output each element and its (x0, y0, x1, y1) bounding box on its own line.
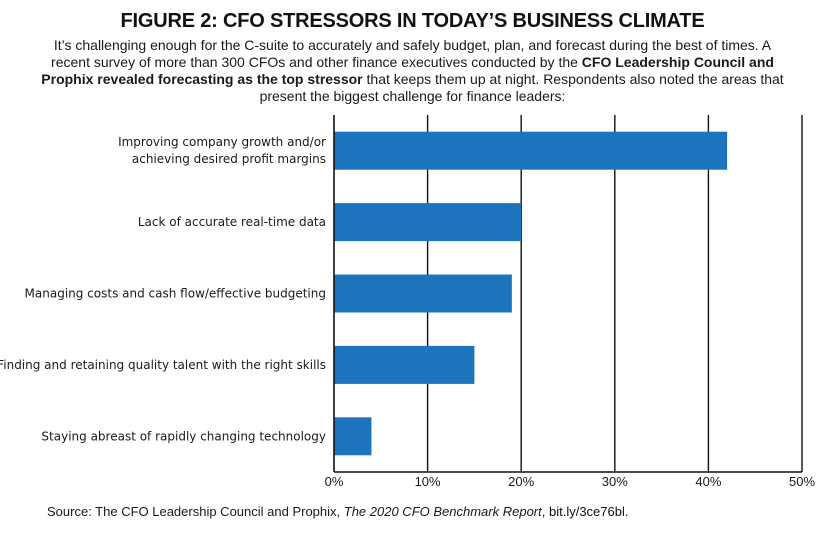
category-label: Managing costs and cash flow/effective b… (25, 287, 326, 301)
bar (334, 131, 728, 170)
bar (334, 345, 475, 384)
x-tick-label: 30% (602, 474, 628, 489)
intro-text-1: It’s challenging enough for the C-suite … (51, 37, 772, 70)
source-prefix: Source: The CFO Leadership Council and P… (47, 504, 344, 519)
category-label: Improving company growth and/or (118, 135, 326, 149)
category-label: Staying abreast of rapidly changing tech… (41, 429, 326, 443)
x-tick-label: 50% (789, 474, 815, 489)
figure-title: FIGURE 2: CFO STRESSORS IN TODAY’S BUSIN… (120, 10, 705, 32)
source-link[interactable]: bit.ly/3ce76bl (548, 504, 625, 519)
x-tick-label: 0% (325, 474, 344, 489)
x-tick-label: 40% (695, 474, 721, 489)
source-report-title: The 2020 CFO Benchmark Report (343, 504, 542, 519)
figure-intro: It’s challenging enough for the C-suite … (40, 37, 785, 105)
intro-highlight: CFO Leadership Council and Prophix revea… (41, 54, 774, 87)
x-tick-label: 20% (508, 474, 534, 489)
bar (334, 274, 512, 313)
bar (334, 417, 372, 456)
bar (334, 203, 522, 242)
source-suffix: . (624, 504, 629, 519)
intro-text-2: that keeps them up at night. Respondents… (259, 71, 784, 104)
category-label: Lack of accurate real-time data (138, 215, 326, 229)
x-tick-label: 10% (415, 474, 441, 489)
source-note: Source: The CFO Leadership Council and P… (47, 504, 629, 519)
category-label: Finding and retaining quality talent wit… (0, 358, 326, 372)
source-separator: , (541, 504, 549, 519)
category-label: achieving desired profit margins (132, 152, 326, 166)
